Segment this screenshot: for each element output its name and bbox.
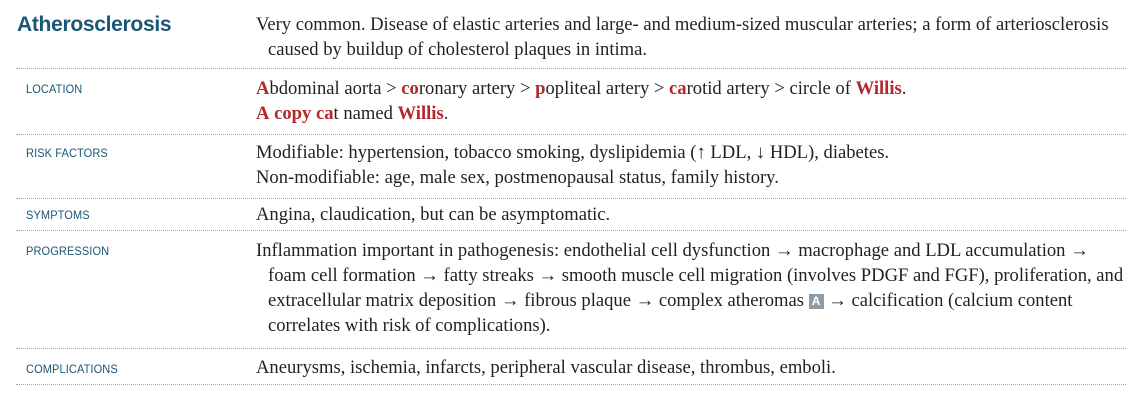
row-separator	[16, 348, 1126, 349]
symptoms-label: SYMPTOMS	[26, 208, 90, 222]
figure-a-badge: A	[808, 294, 824, 309]
row-separator	[16, 230, 1126, 231]
modifiable-risk-factors: Modifiable: hypertension, tobacco smokin…	[256, 142, 890, 163]
location-description: Abdominal aorta > coronary artery > popl…	[256, 76, 1116, 126]
location-line-1: Abdominal aorta > coronary artery > popl…	[256, 78, 907, 99]
location-label: LOCATION	[26, 82, 83, 96]
symptoms-description: Angina, claudication, but can be asympto…	[256, 204, 611, 225]
progression-label: PROGRESSION	[26, 244, 110, 258]
row-separator	[16, 384, 1126, 385]
row-separator	[16, 198, 1126, 199]
intro-description: Very common. Disease of elastic arteries…	[256, 14, 1109, 60]
progression-description: Inflammation important in pathogenesis: …	[256, 240, 1124, 336]
complications-label: COMPLICATIONS	[26, 362, 118, 376]
risk-factors-label: RISK FACTORS	[26, 146, 108, 160]
row-separator	[16, 68, 1126, 69]
row-separator	[16, 134, 1126, 135]
location-mnemonic: A copy cat named Willis.	[256, 103, 449, 124]
complications-description: Aneurysms, ischemia, infarcts, periphera…	[256, 357, 836, 378]
page-title: Atherosclerosis	[17, 13, 172, 36]
risk-factors-description: Modifiable: hypertension, tobacco smokin…	[256, 140, 1116, 190]
non-modifiable-risk-factors: Non-modifiable: age, male sex, postmenop…	[256, 167, 779, 188]
